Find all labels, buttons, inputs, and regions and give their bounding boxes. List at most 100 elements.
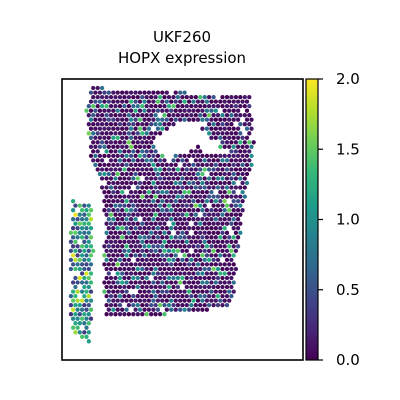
spot [238, 140, 243, 145]
spot [104, 203, 109, 208]
spot [122, 266, 127, 272]
spot [224, 113, 230, 118]
spot [115, 189, 120, 195]
spot [195, 153, 201, 159]
spot [155, 226, 161, 231]
spot [137, 144, 143, 149]
colorbar-tick-label: 2.0 [336, 70, 360, 88]
spot [215, 212, 221, 217]
spot [75, 235, 80, 240]
spot [231, 289, 236, 294]
spot [146, 90, 152, 95]
spot [115, 99, 120, 104]
spot [191, 180, 196, 186]
spot [206, 239, 212, 244]
spot [244, 162, 250, 168]
spot [153, 302, 158, 308]
spot [213, 180, 218, 186]
spot [146, 108, 152, 113]
spot [68, 248, 74, 254]
spot [213, 135, 218, 140]
spot [137, 235, 143, 240]
spot [133, 198, 138, 204]
spot [171, 257, 176, 263]
spot [189, 257, 194, 263]
spot [193, 203, 198, 208]
spot [227, 280, 232, 285]
spot [106, 198, 111, 204]
spot [88, 99, 94, 104]
spot [169, 171, 174, 177]
spot [193, 194, 198, 199]
spot [213, 289, 218, 294]
spot [227, 162, 232, 168]
spot [160, 90, 165, 95]
spot [227, 180, 232, 186]
spot [229, 293, 234, 299]
spot [111, 217, 116, 222]
spot [222, 153, 227, 159]
spot [146, 262, 152, 267]
spot [133, 271, 138, 276]
spot [144, 194, 149, 199]
spot [157, 103, 163, 109]
spot [104, 140, 109, 145]
spot [115, 126, 120, 131]
spot [151, 99, 156, 104]
spot [200, 244, 205, 249]
spot [198, 230, 203, 235]
spot [135, 194, 140, 199]
spot [115, 198, 120, 204]
spot [191, 298, 196, 303]
spot [233, 167, 239, 172]
spot [111, 198, 116, 204]
spot [233, 266, 239, 272]
spot [142, 262, 147, 267]
spot [149, 140, 154, 145]
spot [106, 262, 111, 267]
spot [222, 171, 227, 177]
spot [213, 99, 218, 104]
spot [82, 275, 87, 281]
spot [113, 284, 118, 290]
spot [198, 194, 203, 199]
spot [153, 230, 158, 235]
spot [227, 235, 232, 240]
spot [211, 158, 216, 163]
spot [117, 203, 123, 208]
spot [122, 284, 127, 290]
spot [175, 302, 181, 308]
spot [182, 217, 187, 222]
spot [166, 302, 172, 308]
spot [97, 144, 103, 149]
spot [206, 212, 212, 217]
spot [213, 108, 218, 113]
spot [222, 244, 227, 249]
spot [162, 203, 167, 208]
spot [157, 230, 163, 235]
spot [142, 126, 147, 131]
spot [108, 176, 114, 181]
spot [144, 94, 149, 100]
spot [182, 162, 187, 168]
spot [68, 302, 74, 308]
spot [86, 257, 91, 263]
spot [111, 144, 116, 149]
spot [215, 203, 221, 208]
spot [122, 257, 127, 263]
spot [180, 248, 185, 254]
spot [182, 180, 187, 186]
spot [169, 198, 174, 204]
spot [137, 180, 143, 186]
spot [206, 302, 212, 308]
spot [229, 203, 234, 208]
spot [227, 171, 232, 177]
spot [149, 122, 154, 127]
spot [233, 239, 239, 244]
spot [162, 185, 167, 190]
spot [120, 162, 125, 168]
spot [73, 257, 78, 263]
spot [222, 280, 227, 285]
spot [155, 117, 161, 122]
spot [93, 162, 98, 168]
